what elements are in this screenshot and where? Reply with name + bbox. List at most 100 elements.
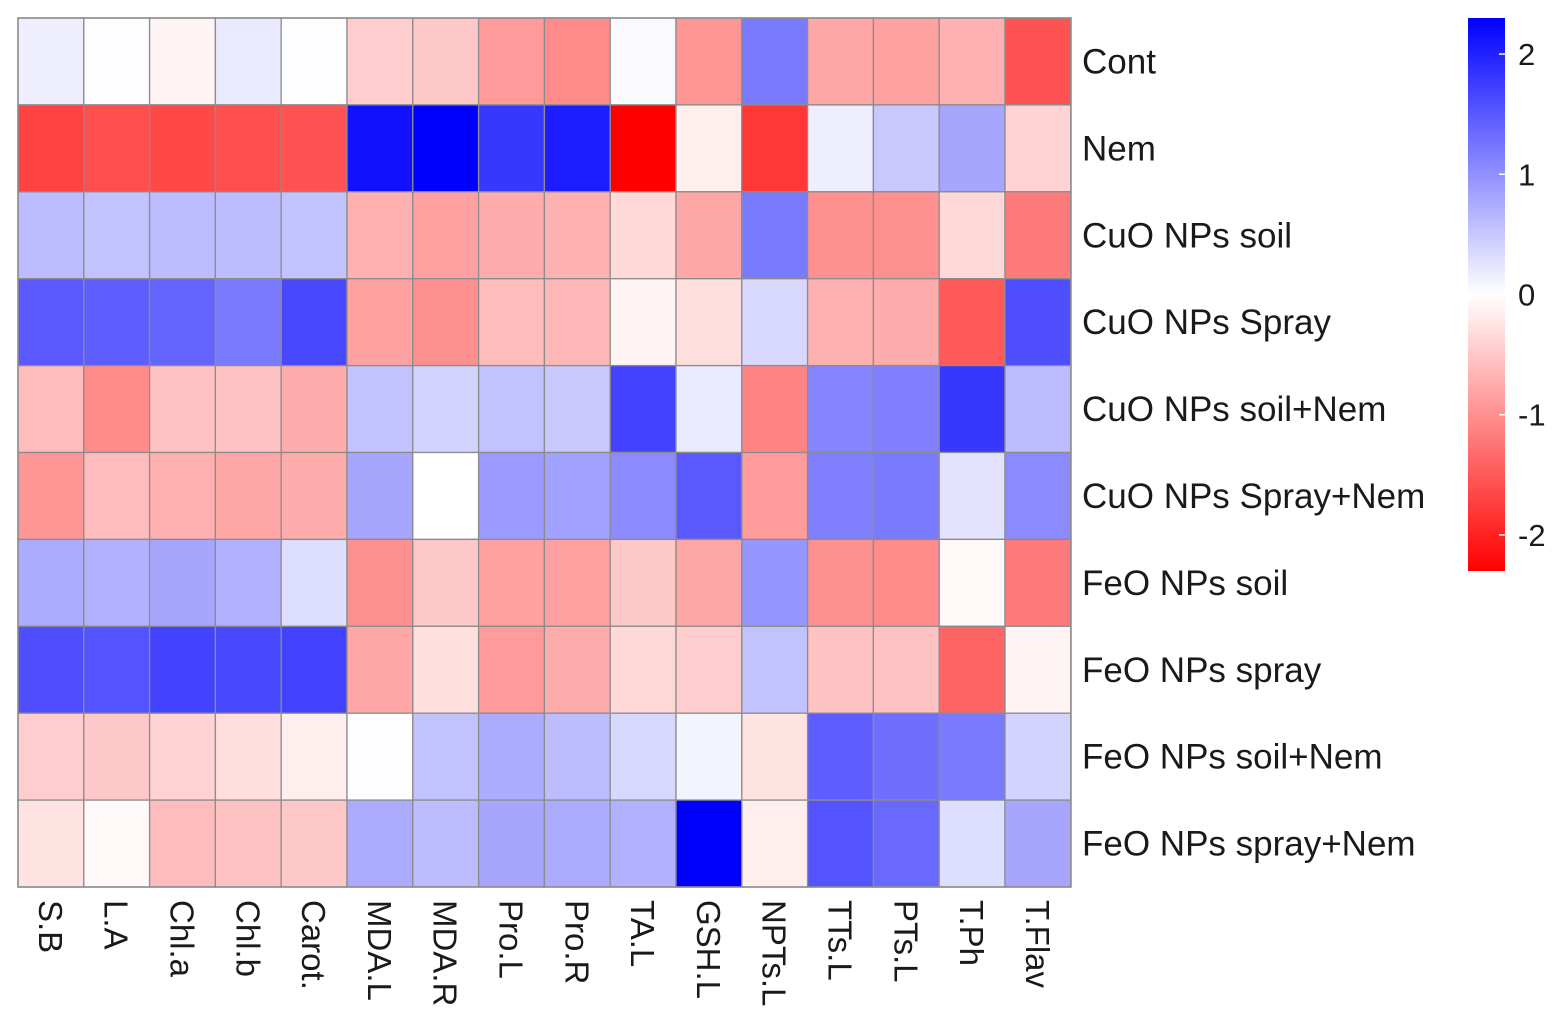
cell-nem-mda-r xyxy=(412,104,480,193)
cell-cuo-nps-soil-nem-mda-r xyxy=(412,364,480,454)
cell-cont-mda-r xyxy=(412,17,480,106)
cell-cuo-nps-spray-nem-l-a xyxy=(83,451,151,541)
cell-cuo-nps-spray-nem-ta-l xyxy=(609,451,677,541)
cell-feo-nps-soil-nem-tts-l xyxy=(806,712,875,801)
cell-cont-npts-l xyxy=(741,17,809,106)
cell-feo-nps-spray-chl-a xyxy=(148,625,217,714)
cell-feo-nps-soil-t-flav xyxy=(1004,538,1072,627)
cell-nem-s-b xyxy=(17,104,85,193)
cell-cuo-nps-soil-pro-l xyxy=(477,191,546,280)
cell-cuo-nps-soil-nem-pro-r xyxy=(543,364,611,454)
cell-cuo-nps-soil-nem-pts-l xyxy=(872,364,940,454)
cell-cuo-nps-soil-nem-ta-l xyxy=(609,364,677,454)
cell-feo-nps-spray-pts-l xyxy=(872,625,940,714)
cell-feo-nps-soil-nem-chl-a xyxy=(148,712,217,801)
cell-cont-pts-l xyxy=(872,17,940,106)
colorbar-tick-label: -1 xyxy=(1518,398,1546,433)
cell-feo-nps-soil-nem-t-flav xyxy=(1004,712,1072,801)
cell-feo-nps-soil-nem-mda-r xyxy=(412,712,480,801)
cell-cuo-nps-spray-nem-chl-b xyxy=(214,451,282,541)
cell-feo-nps-soil-nem-gsh-l xyxy=(675,712,743,801)
cell-cuo-nps-spray-nem-mda-l xyxy=(346,451,414,541)
cell-cuo-nps-soil-pts-l xyxy=(872,191,940,280)
cell-feo-nps-spray-nem-s-b xyxy=(17,799,85,888)
cell-cont-ta-l xyxy=(609,17,677,106)
cell-cuo-nps-soil-tts-l xyxy=(806,191,875,280)
cell-nem-chl-b xyxy=(214,104,282,193)
cell-cuo-nps-soil-nem-t-ph xyxy=(938,364,1006,454)
cell-feo-nps-soil-nem-chl-b xyxy=(214,712,282,801)
cell-feo-nps-soil-nem-pts-l xyxy=(872,712,940,801)
cell-feo-nps-soil-tts-l xyxy=(806,538,875,627)
cell-nem-t-ph xyxy=(938,104,1006,193)
cell-nem-pro-l xyxy=(477,104,546,193)
column-label-mda-r: MDA.R xyxy=(427,900,464,1006)
cell-cuo-nps-spray-l-a xyxy=(83,278,151,367)
cell-feo-nps-soil-nem-t-ph xyxy=(938,712,1006,801)
column-label-mda-l: MDA.L xyxy=(361,900,398,1001)
cell-cuo-nps-soil-pro-r xyxy=(543,191,611,280)
cell-feo-nps-soil-carot xyxy=(280,538,348,627)
cell-cuo-nps-soil-nem-tts-l xyxy=(806,364,875,454)
column-label-ta-l: TA.L xyxy=(624,900,661,967)
cell-feo-nps-soil-nem-s-b xyxy=(17,712,85,801)
cell-cuo-nps-spray-t-flav xyxy=(1004,278,1072,367)
cell-cuo-nps-spray-pts-l xyxy=(872,278,940,367)
cell-cuo-nps-soil-nem-gsh-l xyxy=(675,364,743,454)
colorbar-tick-label: 1 xyxy=(1518,157,1535,192)
cell-cuo-nps-soil-nem-l-a xyxy=(83,364,151,454)
cell-cuo-nps-spray-nem-pro-r xyxy=(543,451,611,541)
cell-cuo-nps-soil-chl-b xyxy=(214,191,282,280)
cell-feo-nps-spray-nem-chl-b xyxy=(214,799,282,888)
cell-cont-s-b xyxy=(17,17,85,106)
cell-cuo-nps-spray-nem-s-b xyxy=(17,451,85,541)
colorbar xyxy=(1468,18,1505,571)
cell-nem-t-flav xyxy=(1004,104,1072,193)
cell-feo-nps-spray-s-b xyxy=(17,625,85,714)
cell-cuo-nps-soil-carot xyxy=(280,191,348,280)
cell-cont-chl-a xyxy=(148,17,217,106)
cell-feo-nps-spray-carot xyxy=(280,625,348,714)
cell-feo-nps-spray-nem-pro-l xyxy=(477,799,546,888)
colorbar-ticks: 2 1 0 -1 -2 xyxy=(1499,37,1546,553)
cell-cuo-nps-spray-nem-t-flav xyxy=(1004,451,1072,541)
cell-nem-carot xyxy=(280,104,348,193)
cell-cuo-nps-spray-chl-b xyxy=(214,278,282,367)
cell-cont-gsh-l xyxy=(675,17,743,106)
cell-nem-pro-r xyxy=(543,104,611,193)
cell-feo-nps-spray-pro-l xyxy=(477,625,546,714)
cell-nem-mda-l xyxy=(346,104,414,193)
cell-nem-pts-l xyxy=(872,104,940,193)
cell-feo-nps-spray-nem-pro-r xyxy=(543,799,611,888)
cell-nem-tts-l xyxy=(806,104,875,193)
cell-feo-nps-spray-nem-t-flav xyxy=(1004,799,1072,888)
cell-cuo-nps-soil-mda-l xyxy=(346,191,414,280)
cell-feo-nps-spray-mda-r xyxy=(412,625,480,714)
cell-cont-chl-b xyxy=(214,17,282,106)
cell-feo-nps-soil-mda-l xyxy=(346,538,414,627)
cell-cuo-nps-soil-gsh-l xyxy=(675,191,743,280)
column-label-l-a: L.A xyxy=(98,900,135,950)
cell-cuo-nps-spray-mda-l xyxy=(346,278,414,367)
cell-cuo-nps-spray-ta-l xyxy=(609,278,677,367)
cell-feo-nps-soil-l-a xyxy=(83,538,151,627)
cell-nem-chl-a xyxy=(148,104,217,193)
cell-cont-mda-l xyxy=(346,17,414,106)
cell-feo-nps-soil-pro-r xyxy=(543,538,611,627)
cell-cuo-nps-soil-t-flav xyxy=(1004,191,1072,280)
colorbar-tick-label: 0 xyxy=(1518,278,1535,313)
row-label-nem: Nem xyxy=(1082,129,1156,168)
cell-cuo-nps-soil-nem-pro-l xyxy=(477,364,546,454)
cell-cuo-nps-spray-nem-pro-l xyxy=(477,451,546,541)
cell-cuo-nps-spray-npts-l xyxy=(741,278,809,367)
cell-cuo-nps-soil-l-a xyxy=(83,191,151,280)
cell-feo-nps-soil-pts-l xyxy=(872,538,940,627)
cell-cuo-nps-spray-nem-pts-l xyxy=(872,451,940,541)
cell-cuo-nps-spray-nem-mda-r xyxy=(412,451,480,541)
cell-nem-gsh-l xyxy=(675,104,743,193)
cell-cuo-nps-soil-ta-l xyxy=(609,191,677,280)
cell-cont-t-ph xyxy=(938,17,1006,106)
column-label-t-ph: T.Ph xyxy=(953,900,990,966)
cell-cuo-nps-spray-chl-a xyxy=(148,278,217,367)
cell-cuo-nps-spray-nem-tts-l xyxy=(806,451,875,541)
